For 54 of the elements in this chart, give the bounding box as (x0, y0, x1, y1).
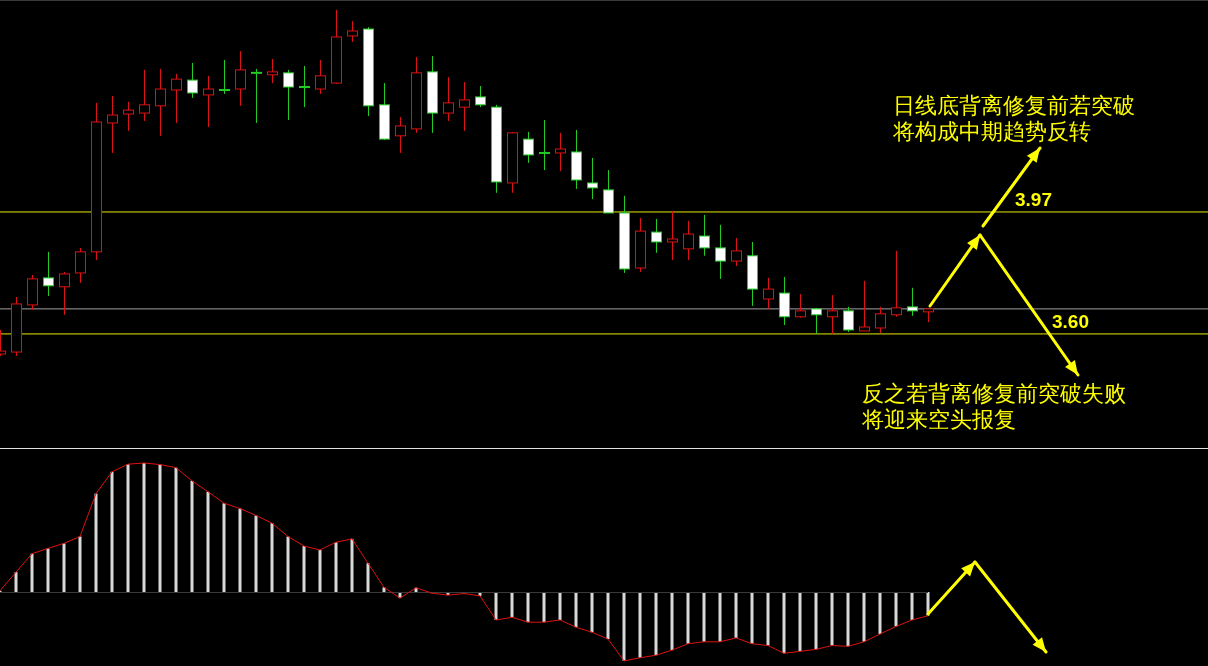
bar (654, 592, 658, 656)
bar (350, 538, 354, 592)
bar (302, 546, 306, 592)
bar (222, 503, 226, 592)
bar (846, 592, 850, 647)
bar (14, 572, 18, 592)
bar (366, 563, 370, 592)
bar (46, 548, 50, 592)
bar (622, 592, 626, 661)
bar (766, 592, 770, 646)
ref-line-label: 3.60 (1052, 310, 1089, 332)
bar (174, 467, 178, 592)
annotation: 日线底背离修复前若突破将构成中期趋势反转 (892, 93, 1135, 144)
bar (702, 592, 706, 642)
bar (142, 463, 146, 592)
bar (910, 592, 914, 620)
bar (558, 592, 562, 620)
bar (542, 592, 546, 623)
bar (814, 592, 818, 650)
bar (318, 549, 322, 592)
bar (878, 592, 882, 635)
bar (510, 592, 514, 618)
bar (94, 493, 98, 592)
bar (494, 592, 498, 620)
bar (798, 592, 802, 652)
bar (782, 592, 786, 654)
bar (862, 592, 866, 642)
bar (206, 491, 210, 592)
ref-line-label: 3.97 (1015, 188, 1052, 210)
bar (238, 508, 242, 592)
bar (574, 592, 578, 628)
bar (190, 480, 194, 592)
bar (62, 543, 66, 592)
bar (830, 592, 834, 646)
bar (254, 515, 258, 592)
bar (158, 464, 162, 592)
bar (686, 592, 690, 644)
bar (734, 592, 738, 638)
bar (638, 592, 642, 658)
bar (590, 592, 594, 633)
bar (30, 553, 34, 592)
bar (78, 536, 82, 592)
bar (750, 592, 754, 644)
bar (286, 536, 290, 592)
bar (270, 523, 274, 592)
bar (110, 471, 114, 592)
bar (126, 464, 130, 592)
bar (718, 592, 722, 642)
bar (526, 592, 530, 623)
bar (894, 592, 898, 627)
bar (670, 592, 674, 651)
annotation: 反之若背离修复前突破失败将迎来空头报复 (861, 381, 1126, 432)
bar (334, 542, 338, 592)
bar (606, 592, 610, 640)
